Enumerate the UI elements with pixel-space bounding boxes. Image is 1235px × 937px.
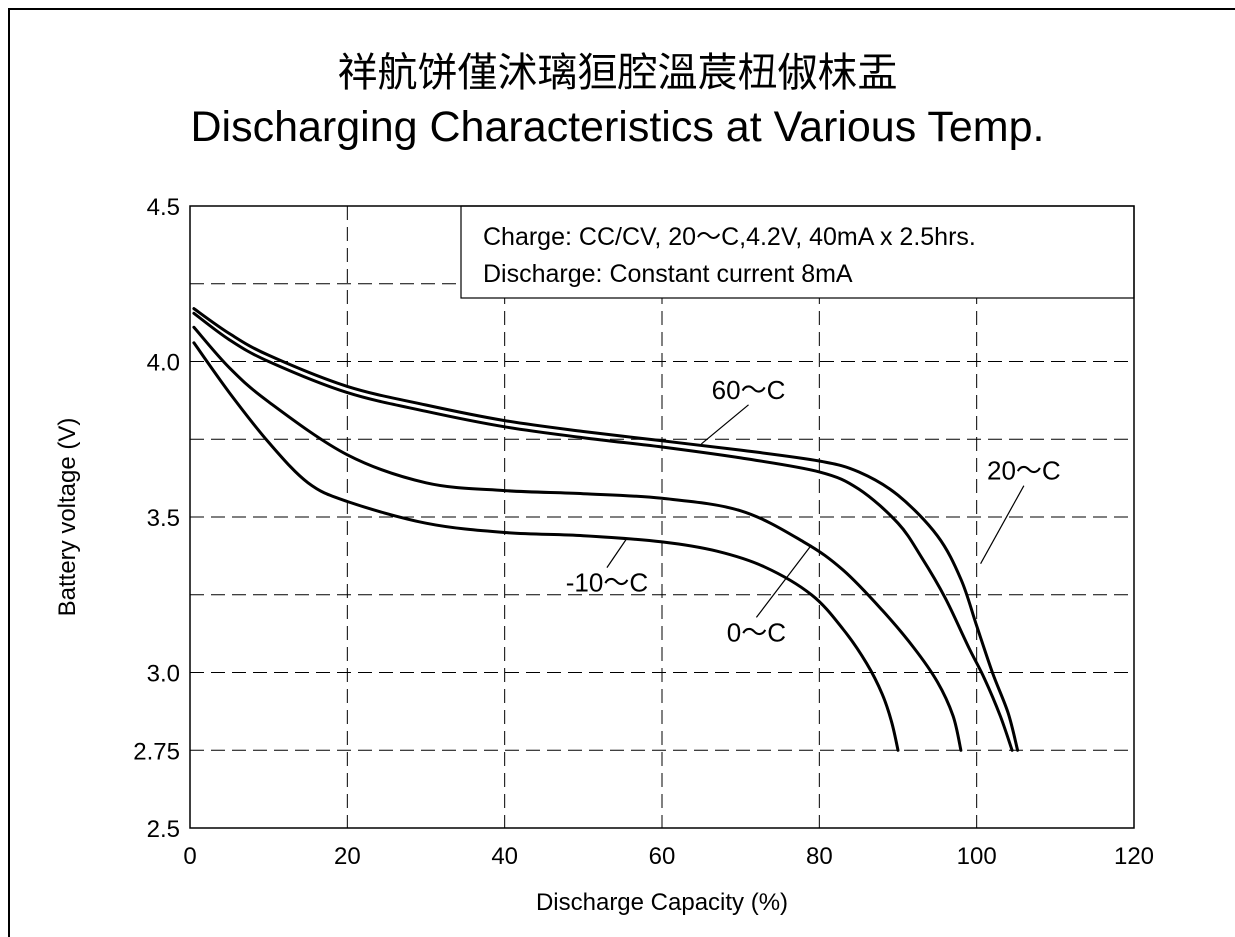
y-tick-label: 2.75 [133,738,180,765]
series-label-0: 60～C [712,375,786,405]
series-label-3: -10～C [566,568,648,598]
chart-frame [8,8,1235,937]
annotation-line: Charge: CC/CV, 20～C,4.2V, 40mA x 2.5hrs. [483,223,976,251]
x-tick-label: 60 [649,843,676,870]
series-line-0 [192,307,1020,752]
chart-title-chinese: 祥航饼僅沭璃狟腔溫莀杻俶枺盂 [337,50,898,96]
x-tick-label: 120 [1114,843,1154,870]
y-tick-label: 4.5 [147,194,180,221]
chart-title: Discharging Characteristics at Various T… [190,103,1045,151]
series-line-3 [192,341,900,752]
y-tick-label: 4.0 [147,350,180,377]
y-tick-label: 3.5 [147,505,180,532]
x-tick-label: 0 [183,843,196,870]
x-axis-label: Discharge Capacity (%) [536,889,788,916]
series-leader-2 [755,544,812,618]
series-label-1: 20～C [987,456,1061,486]
x-tick-label: 20 [334,843,361,870]
y-axis-label: Battery voltage (V) [54,418,81,617]
series-leader-0 [700,404,749,445]
series-leader-3 [606,538,628,568]
series-label-2: 0～C [727,617,786,647]
series-leader-1 [980,485,1025,564]
annotation-line: Discharge: Constant current 8mA [483,260,853,288]
x-tick-label: 100 [957,843,997,870]
x-tick-label: 40 [491,843,518,870]
x-tick-label: 80 [806,843,833,870]
series-line-2 [192,325,963,752]
y-tick-label: 2.5 [147,816,180,843]
plot-area [189,205,1135,829]
series-line-1 [192,311,1014,752]
y-tick-label: 3.0 [147,661,180,688]
